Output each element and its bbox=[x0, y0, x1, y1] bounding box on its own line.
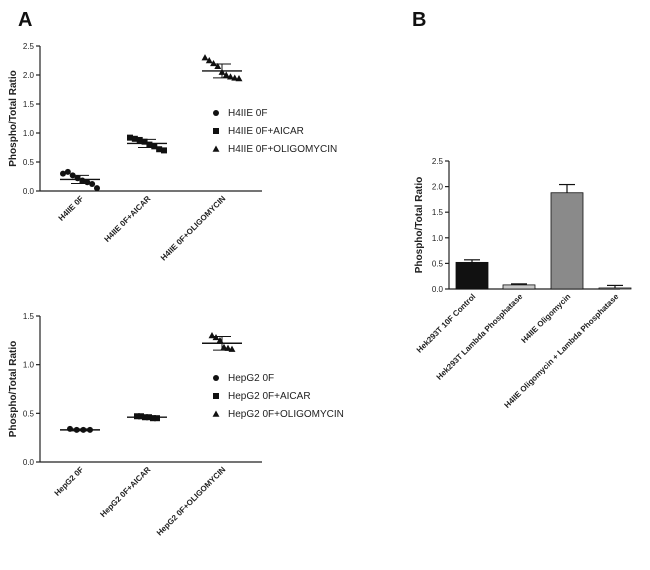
legend-marker bbox=[213, 146, 220, 152]
y-tick-label: 1.5 bbox=[23, 100, 35, 109]
bar bbox=[503, 285, 535, 289]
x-tick-label: H4IIE Oligomycin bbox=[520, 292, 573, 345]
y-tick-label: 1.0 bbox=[23, 129, 35, 138]
legend-marker bbox=[213, 393, 219, 399]
y-tick-label: 0.5 bbox=[23, 409, 35, 418]
data-point bbox=[89, 181, 95, 187]
x-tick-label: HepG2 0F+AICAR bbox=[98, 465, 152, 519]
chart-h4iie-scatter: 0.0 0.5 1.0 1.5 2.0 2.5 Phospho/Total Ratio H4I… bbox=[8, 42, 337, 262]
chart-hepg2-scatter: 0.0 0.5 1.0 1.5 Phospho/Total Ratio HepG2 0F H… bbox=[8, 312, 344, 538]
legend-entry: HepG2 0F+AICAR bbox=[228, 391, 311, 402]
legend-entry: HepG2 0F+OLIGOMYCIN bbox=[228, 409, 344, 420]
y-tick-label: 1.5 bbox=[432, 208, 444, 217]
panel-label-b: B bbox=[412, 9, 426, 31]
x-tick-label: Hek293T Lambda Phosphatase bbox=[435, 292, 525, 382]
y-tick-label: 0.0 bbox=[432, 285, 444, 294]
legend-entry: H4IIE 0F bbox=[228, 108, 267, 119]
legend-entry: H4IIE 0F+AICAR bbox=[228, 126, 304, 137]
series-square bbox=[127, 135, 167, 154]
legend-marker bbox=[213, 375, 219, 381]
x-tick-label: H4IIE 0F+OLIGOMYCIN bbox=[159, 194, 228, 263]
y-tick-label: 2.0 bbox=[432, 183, 444, 192]
y-tick-label: 1.5 bbox=[23, 312, 35, 321]
y-tick-label: 1.0 bbox=[432, 234, 444, 243]
x-tick-label: HepG2 0F+OLIGOMYCIN bbox=[155, 465, 228, 538]
data-point bbox=[202, 54, 209, 60]
y-tick-label: 0.0 bbox=[23, 458, 35, 467]
data-point bbox=[65, 169, 71, 175]
series-triangle bbox=[202, 332, 242, 352]
legend-marker bbox=[213, 411, 220, 417]
legend-marker bbox=[213, 128, 219, 134]
y-tick-label: 2.5 bbox=[23, 42, 35, 51]
x-tick-label: H4IIE 0F bbox=[57, 194, 86, 223]
y-tick-label: 0.0 bbox=[23, 187, 35, 196]
series-circle bbox=[60, 426, 100, 433]
x-tick-label: H4IIE Oligomycin + Lambda Phosphatase bbox=[503, 292, 621, 410]
legend-entry: HepG2 0F bbox=[228, 373, 274, 384]
legend-entry: H4IIE 0F+OLIGOMYCIN bbox=[228, 144, 337, 155]
y-tick-label: 0.5 bbox=[432, 259, 444, 268]
bar bbox=[551, 193, 583, 289]
x-tick-label: HepG2 0F bbox=[53, 465, 86, 498]
y-tick-label: 0.5 bbox=[23, 158, 35, 167]
bar bbox=[456, 262, 488, 289]
y-axis-label: Phospho/Total Ratio bbox=[8, 70, 19, 166]
series-circle bbox=[60, 169, 100, 191]
x-tick-label: H4IIE 0F+AICAR bbox=[103, 194, 153, 244]
panel-label-a: A bbox=[18, 9, 32, 31]
series-square bbox=[127, 413, 167, 421]
y-axis-label: Phospho/Total Ratio bbox=[414, 177, 425, 273]
y-axis-label: Phospho/Total Ratio bbox=[8, 341, 19, 437]
y-tick-label: 2.0 bbox=[23, 71, 35, 80]
chart-phosphatase-bar: 0.0 0.5 1.0 1.5 2.0 2.5 Phospho/Total Ratio Hek… bbox=[414, 157, 631, 410]
data-point bbox=[161, 147, 167, 153]
data-point bbox=[94, 185, 100, 191]
series-triangle bbox=[202, 54, 243, 81]
bar bbox=[599, 288, 631, 289]
y-tick-label: 2.5 bbox=[432, 157, 444, 166]
y-tick-label: 1.0 bbox=[23, 361, 35, 370]
legend-marker bbox=[213, 110, 219, 116]
